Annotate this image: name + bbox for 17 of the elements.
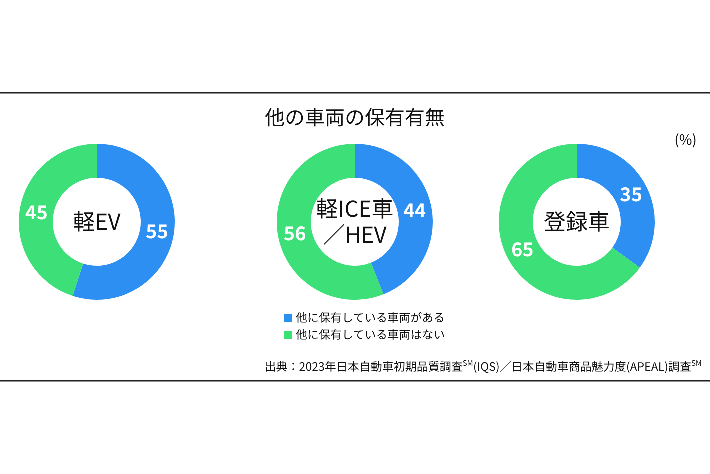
text: 軽EV (73, 205, 122, 237)
data-label: 35 (620, 180, 643, 208)
text: 軽ICE車／HEV (316, 192, 394, 250)
source-note: 出典：2023年日本自動車初期品質調査$^{SM}$(IQS)／日本自動車商品魅力度(APEAL)調査$^{SM}$ (264, 358, 702, 375)
data-label: 45 (26, 198, 48, 226)
legend-label: 他に保有している車両がある (296, 310, 446, 326)
donut-slice (499, 144, 640, 300)
donut-slice (72, 144, 175, 300)
data-label: 65 (511, 236, 534, 263)
data-label: 56 (284, 219, 306, 246)
legend-label: 他に保有している車両はない (296, 327, 446, 343)
data-label: 55 (146, 218, 168, 245)
text: 登録車 (544, 205, 610, 237)
data-label: 44 (404, 196, 426, 224)
donut-slice (19, 144, 97, 296)
text: (%) (674, 130, 697, 150)
text: 他の車両の保有有無 (265, 102, 445, 131)
